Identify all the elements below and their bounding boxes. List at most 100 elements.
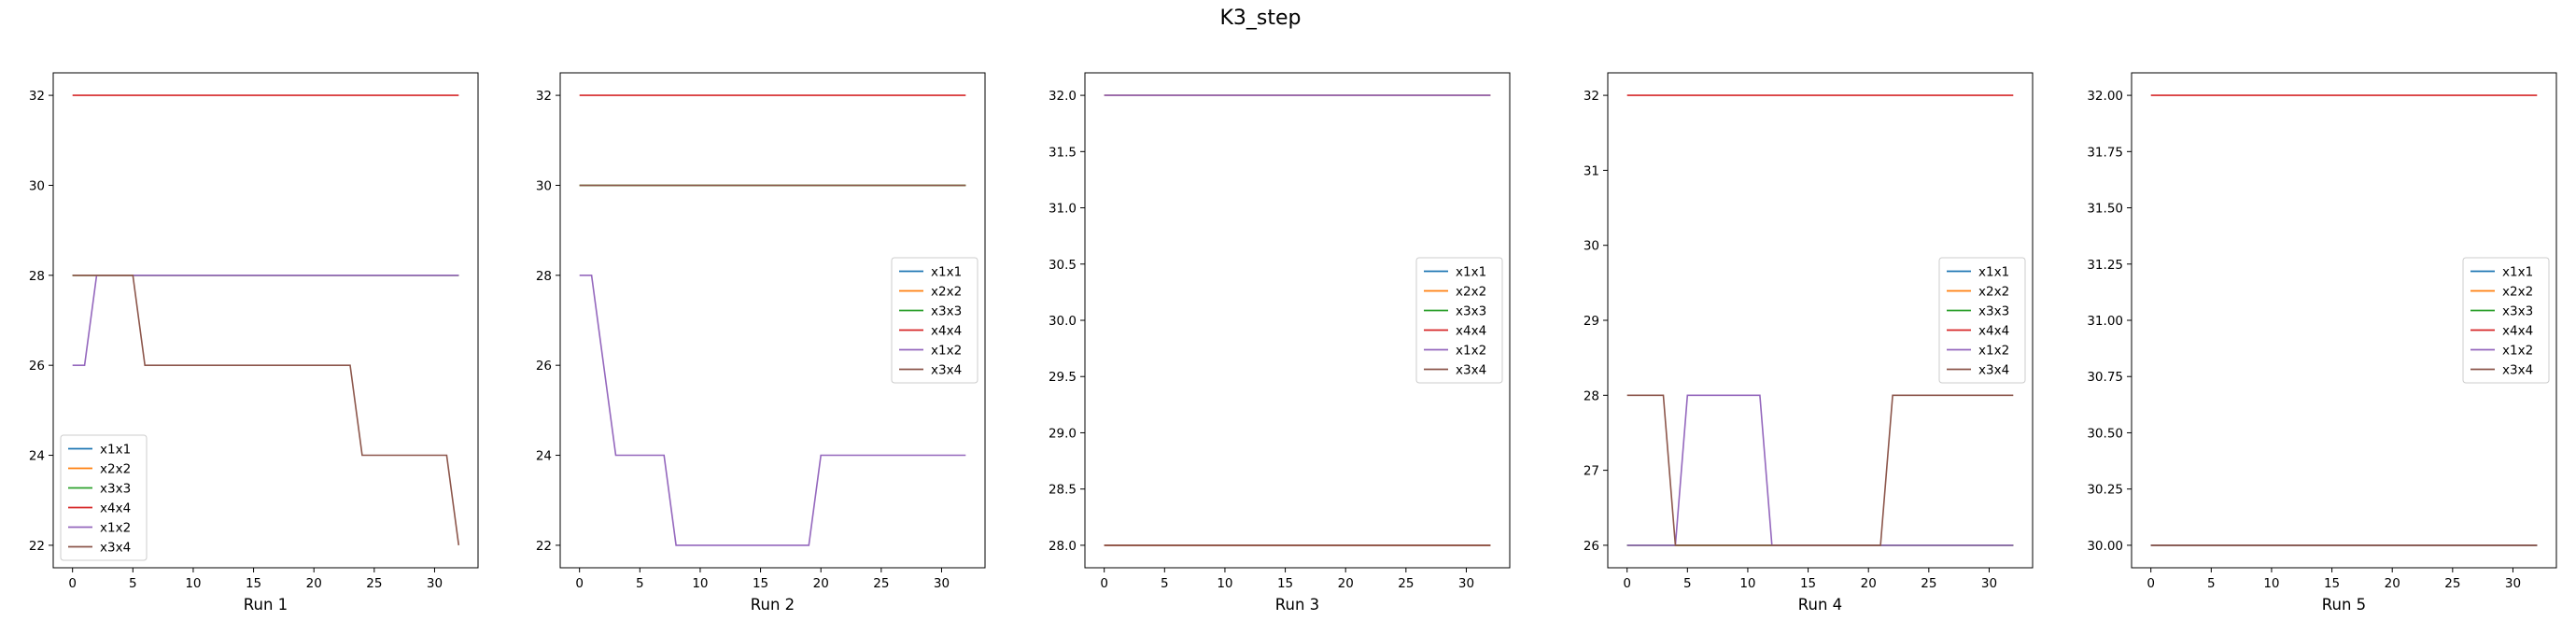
y-tick-label: 29 bbox=[1584, 314, 1599, 329]
x-tick-label: 0 bbox=[68, 576, 77, 591]
legend-box bbox=[1415, 257, 1503, 384]
legend-label-x3x4: x3x4 bbox=[2502, 363, 2533, 378]
x-tick-label: 20 bbox=[813, 576, 829, 591]
legend: x1x1 x2x2 x3x3 x4x4 x1x2 x3x4 bbox=[891, 257, 978, 384]
legend-box bbox=[1938, 257, 2026, 384]
x-axis-label: Run 5 bbox=[2322, 596, 2366, 614]
y-tick-label: 27 bbox=[1584, 464, 1599, 479]
legend-label-x1x2: x1x2 bbox=[2502, 344, 2533, 359]
legend: x1x1 x2x2 x3x3 x4x4 x1x2 x3x4 bbox=[2462, 257, 2550, 384]
legend-label-x4x4: x4x4 bbox=[931, 324, 962, 339]
series-line-x1x2 bbox=[72, 274, 459, 367]
legend-label-x3x3: x3x3 bbox=[2502, 304, 2533, 319]
legend-label-x3x3: x3x3 bbox=[1978, 304, 2009, 319]
x-tick-label: 30 bbox=[934, 576, 950, 591]
x-tick-label: 0 bbox=[1100, 576, 1108, 591]
y-tick-label: 30.0 bbox=[1049, 314, 1077, 329]
x-tick-label: 5 bbox=[636, 576, 644, 591]
x-tick-label: 25 bbox=[1398, 576, 1414, 591]
y-tick-label: 30.00 bbox=[2087, 539, 2123, 554]
series-line-x3x4 bbox=[1626, 394, 2014, 546]
legend-label-x1x2: x1x2 bbox=[931, 344, 962, 359]
y-tick-label: 31.25 bbox=[2087, 258, 2123, 273]
x-tick-label: 25 bbox=[366, 576, 382, 591]
y-tick-label: 24 bbox=[29, 449, 45, 464]
legend-box bbox=[60, 434, 148, 561]
legend-label-x2x2: x2x2 bbox=[1456, 285, 1486, 300]
series-line-x3x4 bbox=[72, 274, 460, 546]
x-tick-label: 10 bbox=[1217, 576, 1232, 591]
legend-label-x2x2: x2x2 bbox=[2502, 285, 2533, 300]
legend-label-x4x4: x4x4 bbox=[1456, 324, 1486, 339]
x-tick-label: 10 bbox=[692, 576, 708, 591]
y-tick-label: 28.5 bbox=[1049, 483, 1077, 498]
legend-label-x3x3: x3x3 bbox=[100, 482, 131, 497]
x-tick-label: 30 bbox=[1458, 576, 1474, 591]
x-tick-label: 15 bbox=[1800, 576, 1816, 591]
x-tick-label: 0 bbox=[2147, 576, 2155, 591]
legend-label-x1x1: x1x1 bbox=[2502, 265, 2533, 280]
legend-label-x4x4: x4x4 bbox=[100, 501, 131, 516]
y-tick-label: 32 bbox=[1584, 89, 1599, 104]
y-tick-label: 32.0 bbox=[1049, 89, 1077, 104]
x-axis-label: Run 1 bbox=[244, 596, 288, 614]
subplot-2: 0 5 10 15 20 25 30 22 24 26 28 30 32 Run 2 x1x1 x2x2 x3x… bbox=[536, 72, 986, 614]
x-tick-label: 30 bbox=[1981, 576, 1997, 591]
y-tick-label: 31.0 bbox=[1049, 202, 1077, 217]
legend: x1x1 x2x2 x3x3 x4x4 x1x2 x3x4 bbox=[60, 434, 148, 561]
legend-label-x1x2: x1x2 bbox=[1978, 344, 2009, 359]
subplot-1: 0 5 10 15 20 25 30 22 24 26 28 30 32 Run 1 x1x1 x2x2 x3x… bbox=[29, 72, 479, 614]
y-tick-label: 28 bbox=[536, 269, 552, 284]
x-tick-label: 25 bbox=[873, 576, 889, 591]
x-tick-label: 10 bbox=[2263, 576, 2279, 591]
x-tick-label: 5 bbox=[129, 576, 137, 591]
x-tick-label: 15 bbox=[246, 576, 261, 591]
y-tick-label: 31.5 bbox=[1049, 145, 1077, 160]
legend-label-x3x4: x3x4 bbox=[100, 541, 131, 556]
y-tick-label: 31.00 bbox=[2087, 314, 2123, 329]
x-tick-label: 15 bbox=[2324, 576, 2340, 591]
legend-label-x1x1: x1x1 bbox=[1978, 265, 2009, 280]
x-tick-label: 5 bbox=[2207, 576, 2216, 591]
subplot-3: 0 5 10 15 20 25 30 28.0 28.5 29.0 29.5 30.0 30.5 31.0… bbox=[1049, 72, 1511, 614]
legend-label-x3x4: x3x4 bbox=[1456, 363, 1486, 378]
figure-title: K3_step bbox=[1219, 7, 1301, 30]
x-tick-label: 5 bbox=[1161, 576, 1169, 591]
legend-label-x1x1: x1x1 bbox=[931, 265, 962, 280]
y-tick-label: 28 bbox=[29, 269, 45, 284]
legend-box bbox=[2462, 257, 2550, 384]
x-tick-label: 25 bbox=[2444, 576, 2460, 591]
x-axis-label: Run 3 bbox=[1275, 596, 1319, 614]
y-tick-label: 31.50 bbox=[2087, 202, 2123, 217]
y-tick-label: 29.0 bbox=[1049, 426, 1077, 441]
y-tick-label: 32 bbox=[29, 89, 45, 104]
x-tick-label: 20 bbox=[2385, 576, 2400, 591]
y-tick-label: 22 bbox=[536, 539, 552, 554]
x-tick-label: 20 bbox=[306, 576, 322, 591]
legend-label-x2x2: x2x2 bbox=[931, 285, 962, 300]
y-tick-label: 26 bbox=[1584, 539, 1599, 554]
y-tick-label: 28 bbox=[1584, 388, 1599, 403]
y-tick-label: 30.5 bbox=[1049, 258, 1077, 273]
legend: x1x1 x2x2 x3x3 x4x4 x1x2 x3x4 bbox=[1938, 257, 2026, 384]
legend-box bbox=[891, 257, 978, 384]
x-axis-label: Run 2 bbox=[751, 596, 795, 614]
y-tick-label: 30.50 bbox=[2087, 426, 2123, 441]
y-tick-label: 24 bbox=[536, 449, 552, 464]
legend-label-x3x4: x3x4 bbox=[931, 363, 962, 378]
x-tick-label: 30 bbox=[427, 576, 443, 591]
legend-label-x3x4: x3x4 bbox=[1978, 363, 2009, 378]
x-tick-label: 10 bbox=[185, 576, 201, 591]
legend-label-x1x2: x1x2 bbox=[100, 521, 131, 536]
x-tick-label: 25 bbox=[1921, 576, 1936, 591]
x-tick-label: 20 bbox=[1338, 576, 1354, 591]
y-tick-label: 26 bbox=[536, 359, 552, 374]
y-tick-label: 30 bbox=[1584, 239, 1599, 254]
y-tick-label: 29.5 bbox=[1049, 370, 1077, 385]
series-line-x1x2 bbox=[579, 274, 966, 546]
y-tick-label: 28.0 bbox=[1049, 539, 1077, 554]
y-tick-label: 32.00 bbox=[2087, 89, 2123, 104]
y-tick-label: 30 bbox=[536, 178, 552, 193]
y-tick-label: 30.25 bbox=[2087, 483, 2123, 498]
